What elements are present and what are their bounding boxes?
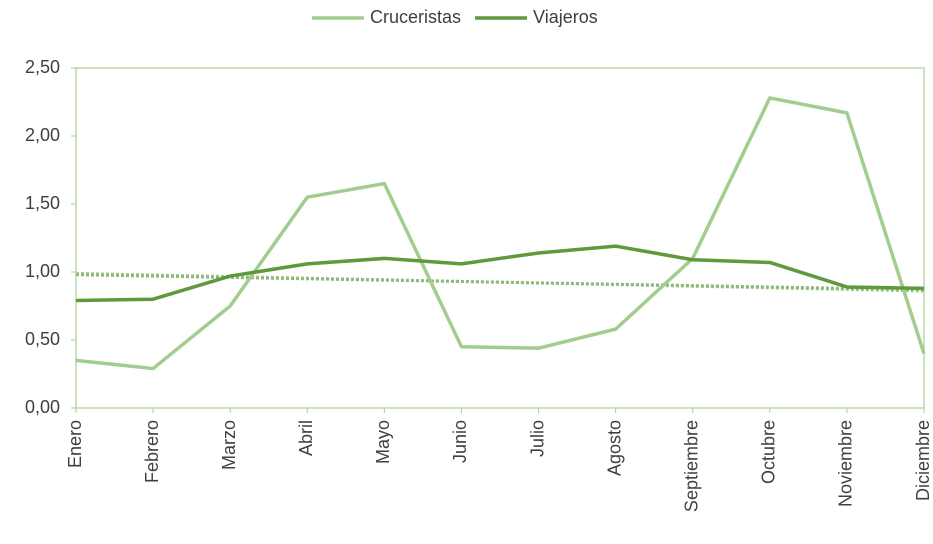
plot-area	[75, 67, 925, 409]
x-tick-label: Abril	[296, 420, 316, 456]
x-tick-label: Octubre	[759, 420, 779, 484]
x-tick-label: Septiembre	[681, 420, 701, 512]
x-tick-label: Junio	[450, 420, 470, 463]
x-tick-label: Mayo	[373, 420, 393, 464]
x-tick-label: Agosto	[604, 420, 624, 476]
series-line	[75, 244, 925, 303]
x-tick-label: Julio	[527, 420, 547, 457]
y-tick-label: 1,50	[25, 193, 60, 213]
legend-label: Viajeros	[533, 7, 598, 27]
trendline	[75, 273, 925, 292]
y-tick-label: 0,00	[25, 397, 60, 417]
x-tick-label: Febrero	[142, 420, 162, 483]
y-tick-label: 0,50	[25, 329, 60, 349]
y-tick-label: 1,00	[25, 261, 60, 281]
x-tick-label: Noviembre	[836, 420, 856, 507]
x-tick-label: Diciembre	[913, 420, 933, 501]
legend-label: Cruceristas	[370, 7, 461, 27]
x-tick-label: Marzo	[219, 420, 239, 470]
series-line	[75, 96, 926, 371]
x-tick-label: Enero	[65, 420, 85, 468]
y-tick-label: 2,00	[25, 125, 60, 145]
y-tick-label: 2,50	[25, 57, 60, 77]
